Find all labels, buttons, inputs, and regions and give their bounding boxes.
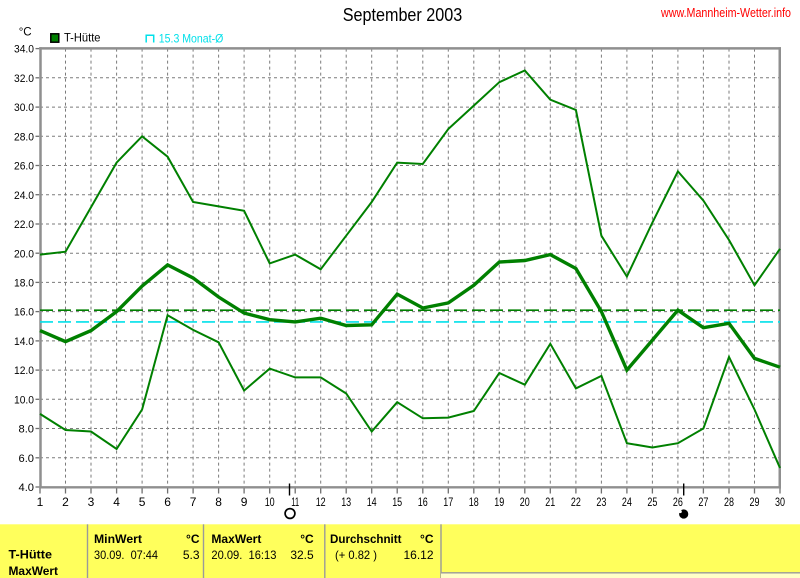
svg-text:32.5: 32.5: [290, 548, 314, 562]
svg-text:19: 19: [494, 495, 504, 509]
svg-text:4.0: 4.0: [19, 482, 35, 494]
svg-text:20.0: 20.0: [14, 248, 34, 260]
svg-text:21: 21: [545, 495, 555, 509]
svg-text:1: 1: [37, 495, 44, 509]
svg-text:MinWert: MinWert: [94, 532, 142, 546]
svg-text:30: 30: [775, 495, 785, 509]
svg-text:5.3: 5.3: [183, 548, 200, 562]
svg-text:16: 16: [418, 495, 428, 509]
svg-text:16.0: 16.0: [14, 307, 34, 319]
svg-text:°C: °C: [19, 26, 32, 38]
svg-text:20: 20: [520, 495, 530, 509]
svg-text:T-Hütte: T-Hütte: [64, 31, 101, 45]
svg-text:°C: °C: [300, 532, 314, 546]
svg-text:22: 22: [571, 495, 581, 509]
svg-text:September 2003: September 2003: [343, 5, 463, 25]
svg-text:10: 10: [265, 495, 275, 509]
svg-text:30.09. 07:44: 30.09. 07:44: [94, 548, 158, 562]
svg-text:28: 28: [724, 495, 734, 509]
svg-text:28.0: 28.0: [14, 131, 34, 143]
svg-text:32.0: 32.0: [14, 73, 34, 85]
svg-text:MaxWert: MaxWert: [211, 532, 261, 546]
svg-text:26: 26: [673, 495, 683, 509]
svg-text:5: 5: [139, 495, 146, 509]
svg-text:30.0: 30.0: [14, 102, 34, 114]
svg-text:(+ 0.82 ): (+ 0.82 ): [335, 548, 377, 562]
svg-text:°C: °C: [420, 532, 434, 546]
svg-text:29: 29: [750, 495, 760, 509]
svg-text:Durchschnitt: Durchschnitt: [330, 532, 402, 546]
svg-text:17: 17: [443, 495, 453, 509]
svg-text:14: 14: [367, 495, 377, 509]
svg-text:10.0: 10.0: [14, 394, 34, 406]
svg-text:2: 2: [62, 495, 69, 509]
svg-text:27: 27: [698, 495, 708, 509]
svg-text:16.12: 16.12: [403, 548, 433, 562]
svg-text:9: 9: [241, 495, 248, 509]
svg-text:12.0: 12.0: [14, 365, 34, 377]
svg-text:24: 24: [622, 495, 632, 509]
svg-text:12: 12: [316, 495, 326, 509]
svg-text:25: 25: [647, 495, 657, 509]
svg-text:8: 8: [215, 495, 222, 509]
svg-text:34.0: 34.0: [14, 44, 34, 56]
svg-text:www.Mannheim-Wetter.info: www.Mannheim-Wetter.info: [660, 5, 791, 20]
svg-text:6.0: 6.0: [19, 453, 35, 465]
svg-text:22.0: 22.0: [14, 219, 34, 231]
svg-text:26.0: 26.0: [14, 161, 34, 173]
svg-text:MaxWert: MaxWert: [9, 564, 59, 578]
svg-text:7: 7: [190, 495, 197, 509]
svg-text:18: 18: [469, 495, 479, 509]
svg-text:14.0: 14.0: [14, 336, 34, 348]
svg-text:15: 15: [392, 495, 402, 509]
svg-text:23: 23: [596, 495, 606, 509]
svg-text:4: 4: [113, 495, 120, 509]
svg-text:18.0: 18.0: [14, 278, 34, 290]
svg-text:8.0: 8.0: [19, 424, 35, 436]
svg-text:3: 3: [88, 495, 95, 509]
svg-text:6: 6: [164, 495, 171, 509]
svg-text:20.09. 16:13: 20.09. 16:13: [211, 548, 276, 562]
svg-text:T-Hütte: T-Hütte: [9, 548, 53, 562]
svg-text:11: 11: [291, 495, 299, 509]
svg-text:13: 13: [341, 495, 351, 509]
svg-text:15.3 Monat-Ø: 15.3 Monat-Ø: [159, 32, 224, 46]
svg-text:°C: °C: [186, 532, 200, 546]
svg-text:24.0: 24.0: [14, 190, 34, 202]
